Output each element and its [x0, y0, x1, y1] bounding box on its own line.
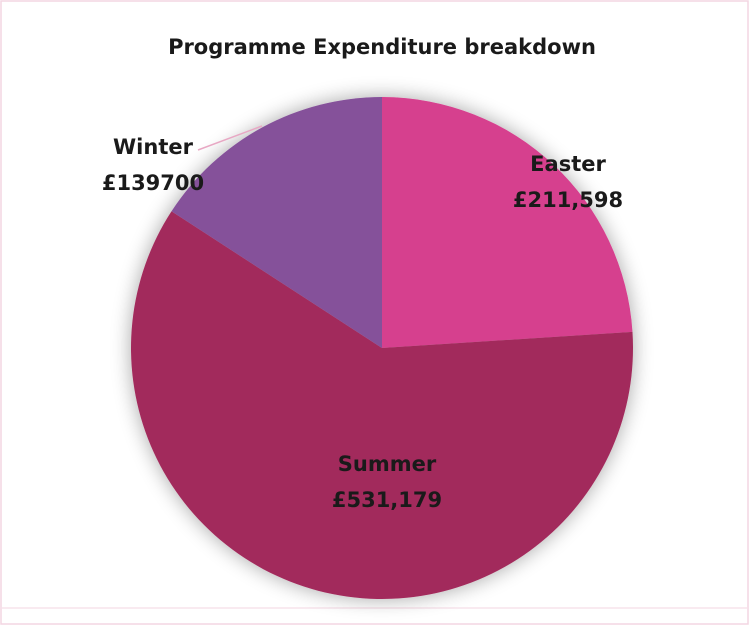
slice-label: Easter — [530, 152, 606, 176]
pie-slice — [382, 97, 633, 348]
chart-title: Programme Expenditure breakdown — [168, 35, 596, 59]
slice-value: £211,598 — [513, 188, 623, 212]
slice-value: £531,179 — [332, 488, 442, 512]
pie-slice — [171, 97, 382, 348]
pie-slice — [130, 211, 633, 600]
leader-line — [197, 125, 263, 151]
pie — [130, 97, 633, 600]
slice-label: Winter — [113, 135, 194, 159]
slice-value: £139700 — [102, 171, 204, 195]
slice-label: Summer — [338, 452, 437, 476]
